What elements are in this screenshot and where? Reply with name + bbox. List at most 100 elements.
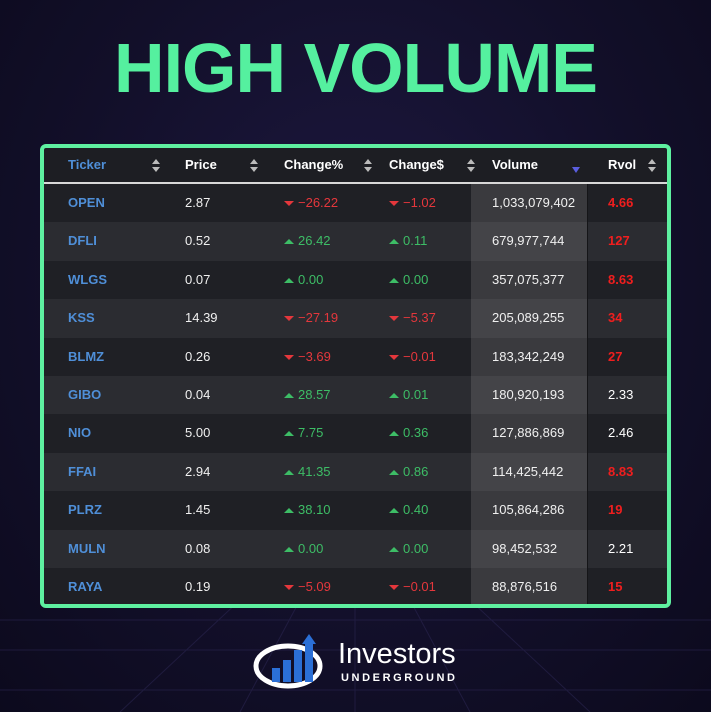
cell-text: −0.01 xyxy=(403,579,436,594)
sort-icon-up xyxy=(250,159,258,164)
cell-rvol: 19 xyxy=(608,491,622,529)
cell-ticker: DFLI xyxy=(68,222,97,260)
cell-ticker: GIBO xyxy=(68,376,101,414)
volume-cell-bg xyxy=(471,299,587,338)
column-header: Ticker xyxy=(68,157,107,172)
cell-text: 180,920,193 xyxy=(492,387,565,402)
cell-price: 0.26 xyxy=(185,338,210,376)
cell-change: −5.37 xyxy=(389,299,436,337)
cell-text: 2.46 xyxy=(608,425,634,441)
column-header: Price xyxy=(185,157,217,172)
cell-text: 2.21 xyxy=(608,540,634,556)
arrow-up xyxy=(389,393,399,399)
cell-change: 0.01 xyxy=(389,376,428,414)
cell-change: 0.00 xyxy=(284,530,323,568)
cell-text: 4.66 xyxy=(608,195,634,210)
cell-change: 0.36 xyxy=(389,414,428,452)
cell-change: −0.01 xyxy=(389,338,436,376)
volume-cell-bg xyxy=(471,529,587,568)
cell-change: 0.00 xyxy=(389,261,428,299)
arrow-up xyxy=(284,239,294,245)
cell-volume: 679,977,744 xyxy=(492,222,564,260)
cell-text: BLMZ xyxy=(68,348,105,364)
cell-text: −3.69 xyxy=(298,348,331,364)
volume-cell-bg xyxy=(471,376,587,415)
cell-price: 0.08 xyxy=(185,530,210,568)
cell-change: 26.42 xyxy=(284,222,331,260)
arrow-up xyxy=(284,393,294,399)
cell-text: 0.00 xyxy=(298,540,324,556)
cell-text: −27.19 xyxy=(298,310,339,326)
cell-volume: 205,089,255 xyxy=(492,299,564,337)
cell-text: 2.94 xyxy=(185,463,211,479)
sort-icon-down xyxy=(648,167,656,172)
cell-change: −1.02 xyxy=(389,184,436,222)
arrow-up xyxy=(284,277,294,283)
sort-icon-down xyxy=(152,167,160,172)
cell-change: 41.35 xyxy=(284,453,331,491)
cell-rvol: 4.66 xyxy=(608,184,633,222)
cell-rvol: 2.33 xyxy=(608,376,633,414)
sort-icon-up xyxy=(467,159,475,164)
arrow-up xyxy=(284,508,294,514)
cell-change: 7.75 xyxy=(284,414,323,452)
cell-text: 0.04 xyxy=(185,387,211,402)
cell-text: 2.33 xyxy=(608,387,634,402)
cell-text: RAYA xyxy=(68,579,103,594)
cell-rvol: 34 xyxy=(608,299,622,337)
arrow-up xyxy=(389,546,399,552)
cell-text: 0.08 xyxy=(185,540,211,556)
cell-volume: 1,033,079,402 xyxy=(492,184,575,222)
cell-change: 0.40 xyxy=(389,491,428,529)
cell-text: 0.40 xyxy=(403,502,429,518)
brand: Investors xyxy=(338,638,456,670)
cell-ticker: WLGS xyxy=(68,261,107,299)
cell-price: 2.94 xyxy=(185,453,210,491)
arrow-up xyxy=(284,546,294,552)
arrow-down xyxy=(389,201,399,207)
arrow-down xyxy=(389,354,399,360)
cell-text: −0.01 xyxy=(403,348,436,364)
cell-ticker: KSS xyxy=(68,299,95,337)
cell-text: 5.00 xyxy=(185,425,211,441)
cell-change: 0.11 xyxy=(389,222,427,260)
column-header: Volume xyxy=(492,157,538,172)
cell-ticker: MULN xyxy=(68,530,106,568)
cell-text: 8.63 xyxy=(608,271,634,287)
sort-icon-down xyxy=(364,167,372,172)
cell-text: 8.83 xyxy=(608,463,634,479)
cell-change: −27.19 xyxy=(284,299,338,337)
sort-icon-up xyxy=(152,159,160,164)
arrow-up xyxy=(284,469,294,475)
cell-text: 0.11 xyxy=(403,233,428,249)
arrow-up xyxy=(389,469,399,475)
arrow-down xyxy=(284,316,294,322)
cell-text: 0.19 xyxy=(185,579,211,594)
cell-rvol: 127 xyxy=(608,222,630,260)
cell-change: 0.00 xyxy=(284,261,323,299)
cell-text: 0.86 xyxy=(403,463,429,479)
cell-rvol: 27 xyxy=(608,338,622,376)
cell-text: −1.02 xyxy=(403,195,436,210)
cell-rvol: 8.63 xyxy=(608,261,633,299)
arrow-down xyxy=(389,585,399,591)
cell-text: 0.26 xyxy=(185,348,211,364)
cell-price: 14.39 xyxy=(185,299,218,337)
sort-icon-down xyxy=(250,167,258,172)
cell-text: 127 xyxy=(608,233,630,249)
cell-rvol: 15 xyxy=(608,568,622,604)
cell-change: −0.01 xyxy=(389,568,436,604)
cell-volume: 357,075,377 xyxy=(492,261,564,299)
cell-change: 38.10 xyxy=(284,491,331,529)
column-header: Rvol xyxy=(608,157,637,172)
cell-text: DFLI xyxy=(68,233,97,249)
cell-volume: 127,886,869 xyxy=(492,414,564,452)
cell-price: 0.07 xyxy=(185,261,210,299)
table: OPEN 2.87 −26.22 −1.02 1,033,079,402 4.66 DFLI… xyxy=(40,144,671,608)
cell-text: 0.52 xyxy=(185,233,211,249)
arrow-down xyxy=(284,354,294,360)
sort-icon-up xyxy=(648,159,656,164)
volume-cell-bg xyxy=(471,222,587,261)
